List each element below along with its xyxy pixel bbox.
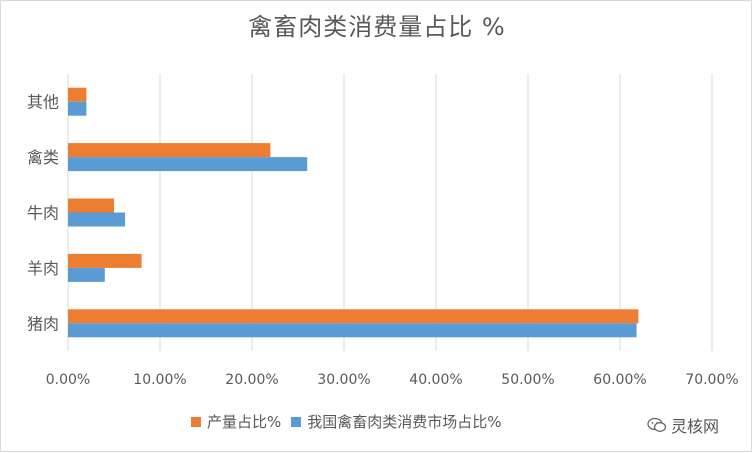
category-label-0: 其他	[27, 93, 59, 112]
bar-production-4	[68, 309, 639, 324]
x-tick-label-3: 30.00%	[317, 372, 370, 388]
bar-production-3	[68, 253, 142, 268]
watermark-text: 灵核网	[671, 417, 720, 436]
bar-production-0	[68, 87, 87, 102]
x-tick-label-5: 50.00%	[501, 372, 554, 388]
watermark: 灵核网	[647, 413, 719, 437]
wechat-icon	[647, 417, 667, 432]
bar-consumption-1	[68, 157, 308, 172]
category-label-2: 牛肉	[27, 204, 59, 223]
x-tick-label-7: 70.00%	[685, 372, 738, 388]
category-label-1: 禽类	[27, 148, 59, 167]
chart-legend: 产量占比% 我国禽畜肉类消费市场占比%	[191, 411, 512, 432]
legend-swatch-production	[191, 416, 201, 427]
bar-consumption-3	[68, 267, 105, 282]
category-label-3: 羊肉	[27, 259, 59, 278]
legend-swatch-consumption	[291, 416, 302, 427]
legend-item-consumption: 我国禽畜肉类消费市场占比%	[291, 411, 502, 432]
x-tick-label-0: 0.00%	[46, 372, 90, 388]
bar-consumption-2	[68, 212, 126, 227]
x-tick-label-4: 40.00%	[409, 372, 462, 388]
x-tick-label-1: 10.00%	[133, 372, 186, 388]
bar-production-1	[68, 143, 271, 158]
bar-consumption-4	[68, 323, 637, 338]
legend-label-production: 产量占比%	[207, 413, 282, 431]
bar-production-2	[68, 198, 114, 213]
x-tick-label-6: 60.00%	[593, 372, 646, 388]
chart-title: 禽畜肉类消费量占比 %	[248, 13, 506, 41]
legend-label-consumption: 我国禽畜肉类消费市场占比%	[307, 413, 502, 431]
category-label-4: 猪肉	[27, 314, 59, 333]
bar-consumption-0	[68, 101, 87, 116]
legend-item-production: 产量占比%	[191, 411, 281, 432]
x-tick-label-2: 20.00%	[225, 372, 278, 388]
